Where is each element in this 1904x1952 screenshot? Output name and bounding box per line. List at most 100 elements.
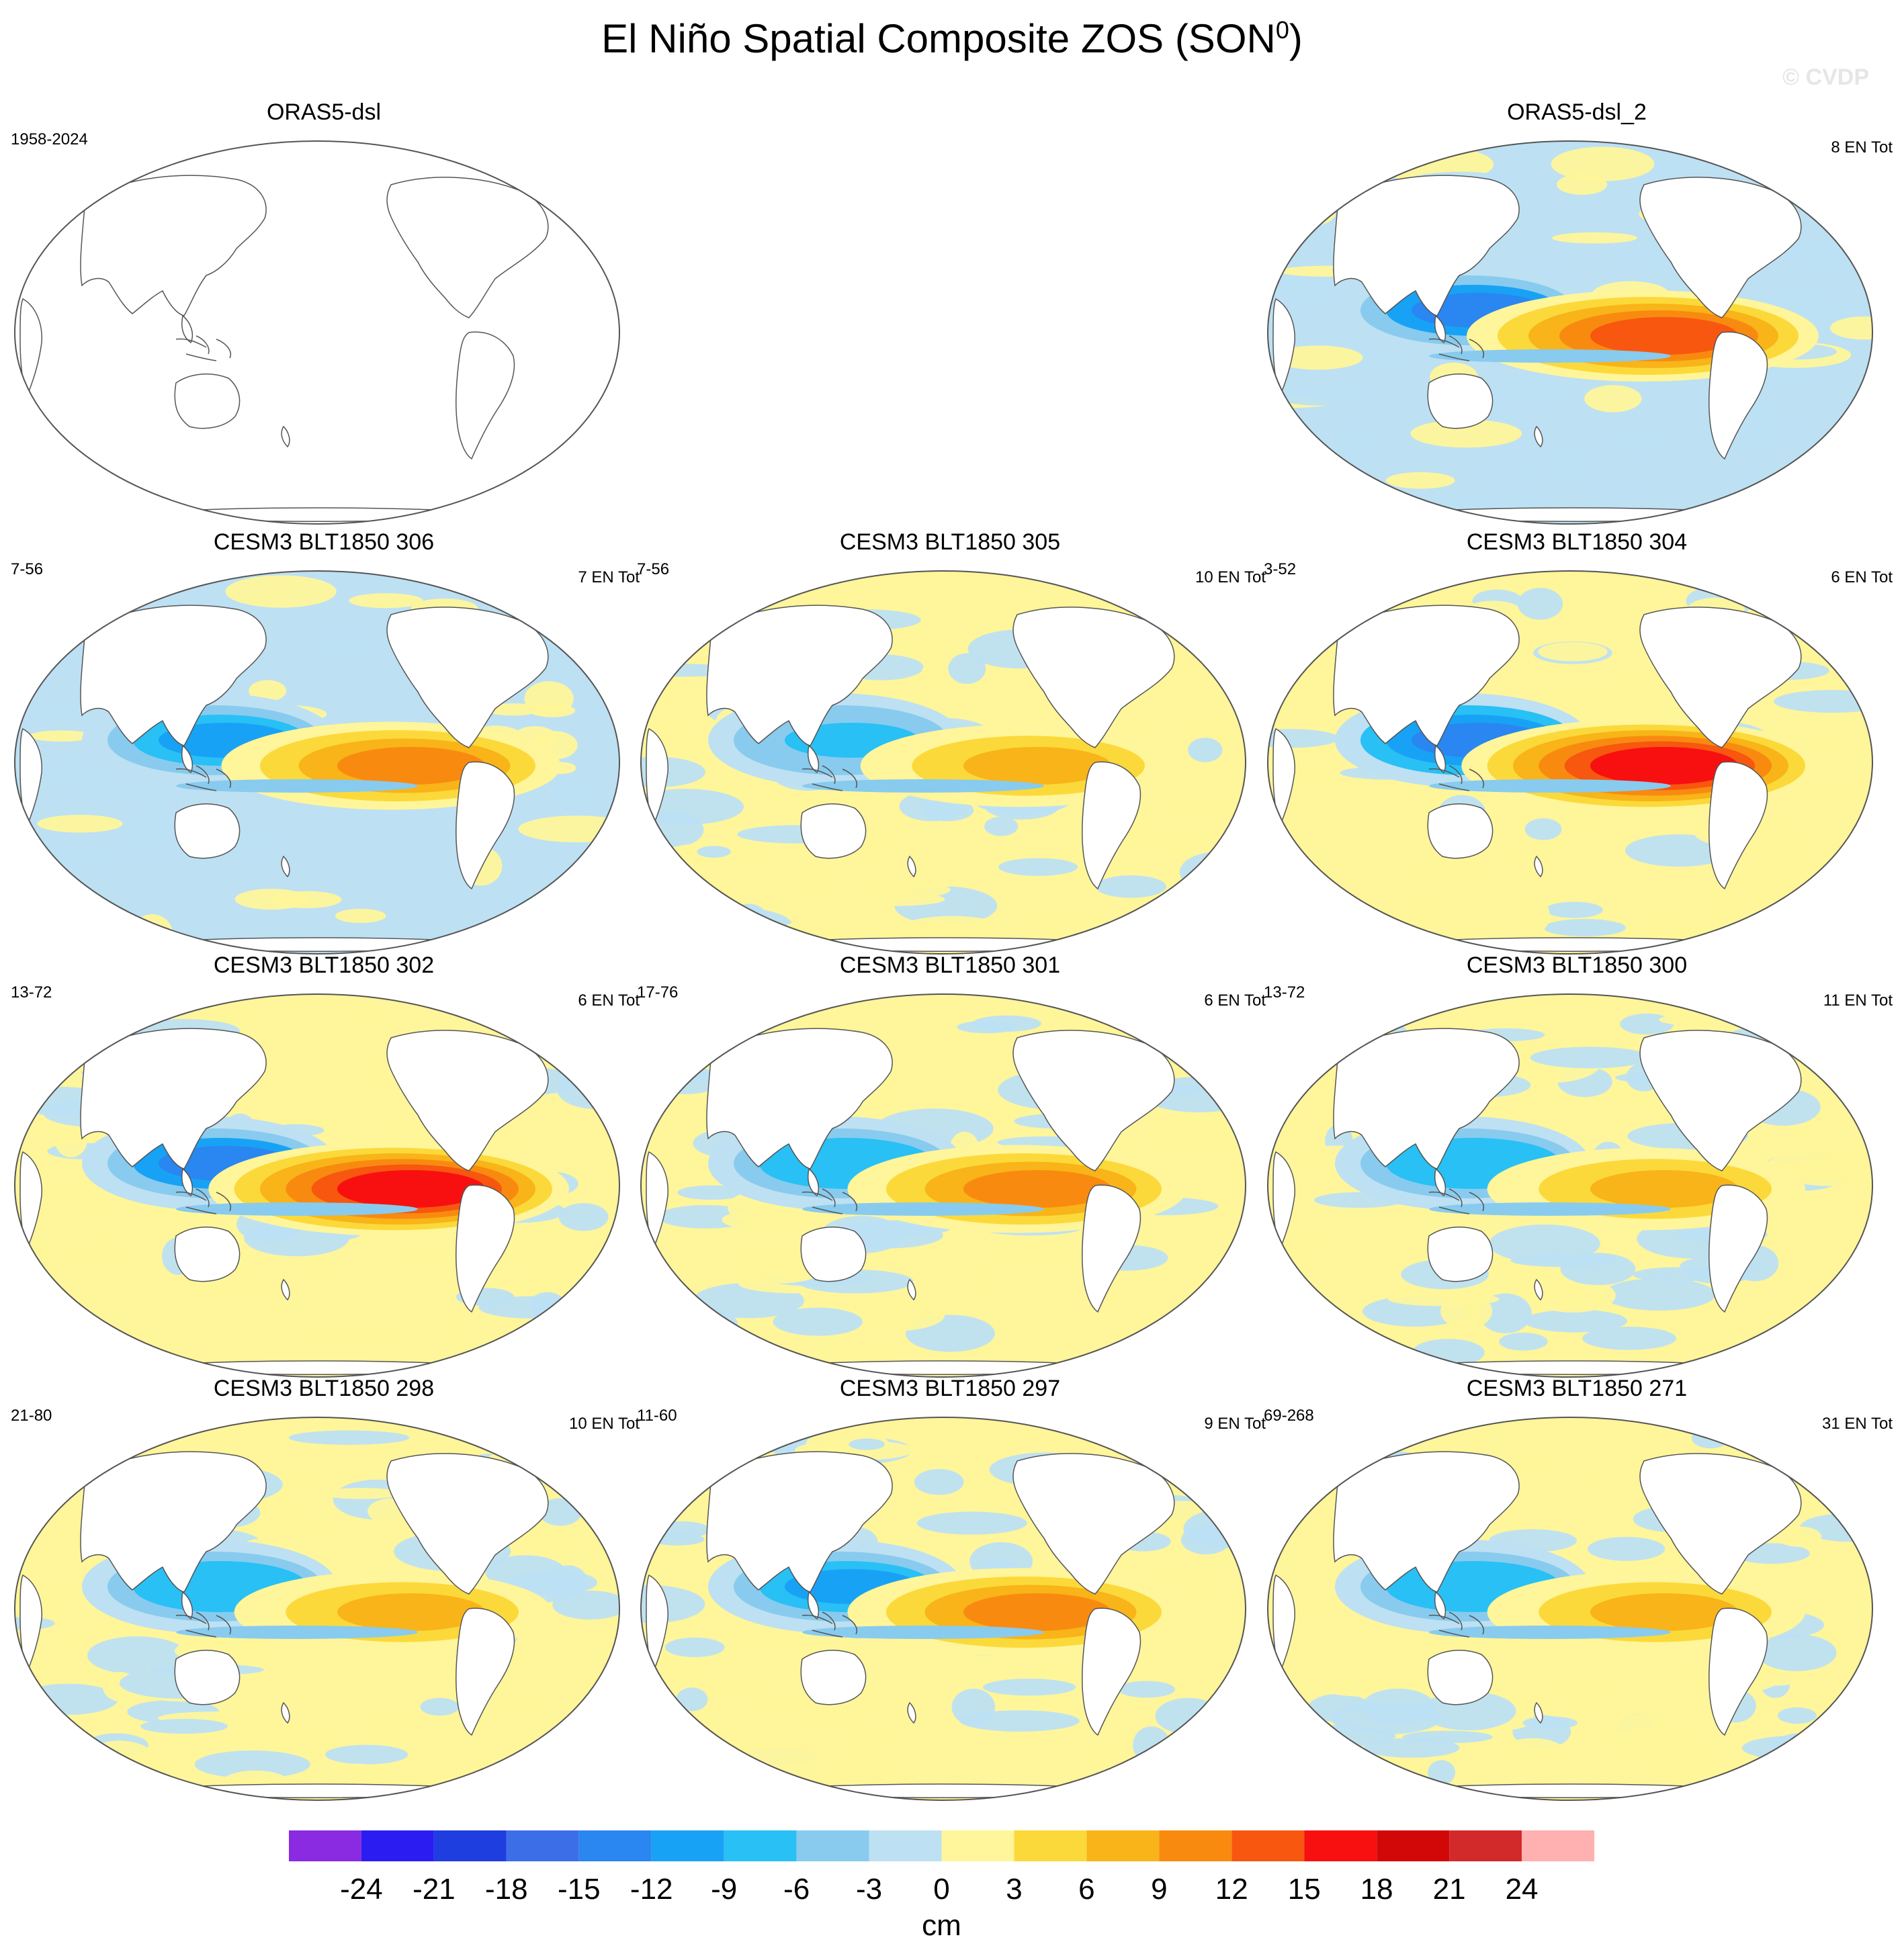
anomaly-patch	[1582, 1327, 1677, 1350]
anomaly-patch	[1776, 1526, 1822, 1547]
anomaly-patch	[767, 1695, 883, 1725]
map-field	[15, 571, 619, 954]
anomaly-patch	[564, 921, 619, 943]
anomaly-patch	[349, 593, 424, 609]
anomaly-patch	[849, 1438, 885, 1450]
land-greenland	[1795, 607, 1831, 639]
land-maritime	[802, 1188, 857, 1214]
anomaly-patch	[77, 922, 164, 954]
anomaly-patch	[1117, 713, 1155, 740]
anomaly-patch	[1479, 1293, 1532, 1333]
land-australia	[800, 1650, 867, 1705]
land-antarctica	[1388, 937, 1752, 952]
anomaly-patch	[25, 1333, 134, 1355]
anomaly-patch	[1523, 1309, 1627, 1333]
anomaly-patch	[1289, 903, 1342, 918]
map-outline	[14, 570, 620, 955]
map-field	[1268, 1417, 1872, 1800]
anomaly-patch	[687, 1333, 751, 1349]
anomaly-patch	[1584, 385, 1642, 412]
anomaly-patch	[668, 1735, 726, 1763]
land-newzealand	[907, 855, 916, 878]
anomaly-patch	[1268, 852, 1290, 868]
anomaly-patch	[1530, 1278, 1616, 1313]
anomaly-patch	[916, 1511, 1027, 1535]
panel-year-range: 13-72	[11, 983, 52, 1002]
anomaly-patch	[758, 787, 810, 810]
anomaly-patch	[84, 1740, 155, 1777]
anomaly-patch	[675, 907, 792, 942]
colorbar-box	[433, 1830, 507, 1861]
anomaly-patch	[1302, 1332, 1416, 1344]
land-indochina	[808, 744, 820, 774]
anomaly-patch	[1551, 146, 1655, 181]
land-newzealand	[281, 1278, 290, 1301]
panel-title: ORAS5-dsl	[266, 99, 382, 125]
land-samerica	[1708, 331, 1768, 460]
anomaly-patch	[1602, 1278, 1716, 1311]
colorbar-box	[289, 1830, 361, 1861]
anomaly-patch	[42, 756, 93, 785]
colorbar-unit: cm	[922, 1909, 961, 1942]
land-antarctica	[761, 1360, 1125, 1375]
anomaly-patch	[29, 730, 94, 742]
land-maritime	[175, 1611, 231, 1638]
anomaly-patch	[1163, 1323, 1208, 1337]
anomaly-patch	[894, 1764, 935, 1789]
anomaly-patch	[1555, 807, 1610, 838]
colorbar-box	[506, 1830, 579, 1861]
colorbar-box	[941, 1830, 1014, 1861]
land-maritime	[175, 335, 231, 361]
panel-p306: CESM3 BLT1850 306 7-56 7 EN Tot	[8, 531, 640, 955]
anomaly-patch	[515, 1529, 602, 1548]
anomaly-patch	[948, 653, 986, 684]
anomaly-patch	[1756, 1424, 1846, 1458]
map-p271	[1267, 1417, 1873, 1801]
panel-p305: CESM3 BLT1850 305 7-56 10 EN Tot	[634, 531, 1266, 955]
colorbar-tick-label: 21	[1432, 1873, 1466, 1906]
anomaly-patch	[1358, 486, 1425, 523]
anomaly-patch	[299, 1319, 331, 1333]
anomaly-patch	[775, 1266, 811, 1280]
anomaly-patch	[1552, 232, 1637, 244]
land-indochina	[181, 744, 193, 774]
nino-positive-contour	[337, 1593, 485, 1631]
land-indochina	[181, 1167, 193, 1197]
map-field	[641, 1417, 1246, 1800]
anomaly-patch	[1530, 1047, 1651, 1069]
anomaly-patch	[226, 1722, 336, 1757]
anomaly-patch	[1784, 927, 1815, 950]
anomaly-patch	[1313, 582, 1408, 605]
anomaly-patch	[1297, 906, 1355, 946]
anomaly-patch	[1127, 914, 1224, 941]
anomaly-patch	[26, 845, 123, 869]
anomaly-patch	[546, 887, 617, 898]
panel-year-range: 7-56	[637, 560, 670, 578]
panel-title: CESM3 BLT1850 304	[1466, 529, 1688, 555]
figure-title-close: )	[1289, 16, 1303, 61]
anomaly-patch	[1423, 867, 1510, 886]
anomaly-patch	[358, 1707, 417, 1743]
anomaly-patch	[1776, 1159, 1872, 1186]
land-samerica	[1708, 1184, 1768, 1313]
panel-p304: CESM3 BLT1850 304 3-52 6 EN Tot	[1261, 529, 1893, 955]
anomaly-patch	[308, 1525, 348, 1542]
anomaly-patch	[703, 1339, 733, 1377]
colorbar-tick-label: 6	[1078, 1873, 1095, 1906]
colorbar-box	[796, 1830, 869, 1861]
land-asia	[1333, 605, 1520, 746]
land-indochina	[1434, 314, 1446, 344]
land-indochina	[181, 314, 193, 344]
anomaly-patch	[249, 680, 287, 702]
panel-p302: CESM3 BLT1850 302 13-72 6 EN Tot	[8, 954, 640, 1378]
colorbar-box	[361, 1830, 434, 1861]
land-asia	[1333, 175, 1520, 316]
land-newzealand	[1534, 1278, 1543, 1301]
panel-title: CESM3 BLT1850 300	[1466, 952, 1688, 978]
anomaly-patch	[1500, 1738, 1565, 1766]
anomaly-patch	[1274, 277, 1338, 311]
anomaly-patch	[1281, 1590, 1339, 1624]
anomaly-patch	[15, 1723, 74, 1738]
land-indochina	[1434, 1591, 1446, 1620]
panel-event-count: 6 EN Tot	[1204, 991, 1266, 1010]
